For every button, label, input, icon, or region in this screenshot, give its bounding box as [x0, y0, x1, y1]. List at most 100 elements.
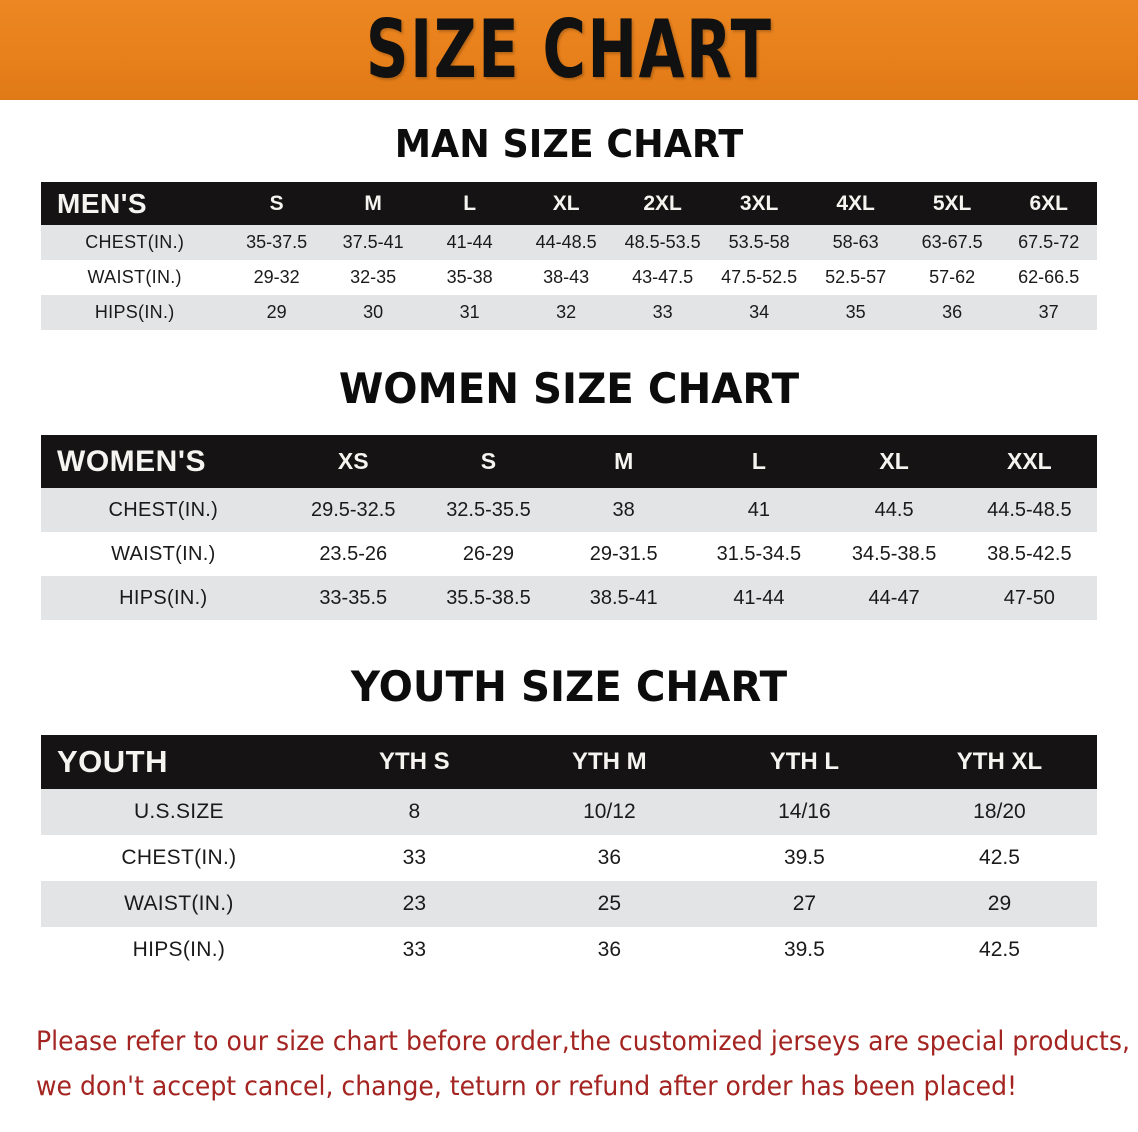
youth-cell: 42.5 [901, 927, 1097, 973]
men-column-header: 2XL [614, 182, 711, 225]
men-column-header: L [421, 182, 518, 225]
youth-cell: 8 [316, 789, 512, 835]
women-cell: 44.5 [826, 488, 962, 532]
women-cell: 29-31.5 [556, 532, 692, 576]
men-cell: 35-37.5 [228, 225, 325, 260]
women-cell: 41 [691, 488, 827, 532]
page-title: SIZE CHART [365, 3, 773, 97]
women-column-header: XS [285, 435, 421, 488]
women-cell: 44-47 [826, 576, 962, 620]
men-column-header: 4XL [807, 182, 904, 225]
women-size-table: WOMEN'S XS S M L XL XXL CHEST(IN.) 29.5-32.5 32.… [41, 435, 1097, 620]
youth-section-title: YOUTH SIZE CHART [350, 662, 788, 711]
men-cell: 44-48.5 [517, 225, 615, 260]
women-column-header: XL [826, 435, 962, 488]
women-cell: 32.5-35.5 [420, 488, 557, 532]
men-cell: 41-44 [421, 225, 518, 260]
youth-size-table: YOUTH YTH S YTH M YTH L YTH XL U.S.SIZE 8 10/1… [41, 735, 1097, 973]
women-column-header: M [556, 435, 692, 488]
youth-cell: 39.5 [706, 927, 902, 973]
youth-row-label: U.S.SIZE [41, 789, 317, 835]
women-column-header: XXL [961, 435, 1097, 488]
table-row: CHEST(IN.) 29.5-32.5 32.5-35.5 38 41 44.5 44.5… [41, 488, 1097, 532]
men-row-label: HIPS(IN.) [41, 295, 229, 330]
youth-column-header: YTH XL [901, 735, 1097, 789]
men-cell: 29-32 [228, 260, 325, 295]
women-row-label: WAIST(IN.) [41, 532, 286, 576]
men-cell: 36 [903, 295, 1001, 330]
women-cell: 38.5-42.5 [961, 532, 1097, 576]
men-column-header: XL [517, 182, 615, 225]
youth-cell: 18/20 [901, 789, 1097, 835]
youth-cell: 33 [316, 927, 512, 973]
man-section-title: MAN SIZE CHART [394, 122, 744, 166]
men-cell: 48.5-53.5 [614, 225, 711, 260]
women-cell: 26-29 [420, 532, 557, 576]
youth-header-row: YOUTH YTH S YTH M YTH L YTH XL [41, 735, 1097, 789]
men-table-body: CHEST(IN.) 35-37.5 37.5-41 41-44 44-48.5 48.5… [41, 225, 1097, 330]
youth-cell: 25 [511, 881, 707, 927]
women-cell: 23.5-26 [285, 532, 421, 576]
table-row: WAIST(IN.) 23.5-26 26-29 29-31.5 31.5-34.5 34… [41, 532, 1097, 576]
men-cell: 31 [421, 295, 518, 330]
men-cell: 52.5-57 [807, 260, 904, 295]
youth-column-header: YTH L [706, 735, 902, 789]
women-row-label: CHEST(IN.) [41, 488, 286, 532]
table-row: U.S.SIZE 8 10/12 14/16 18/20 [41, 789, 1097, 835]
men-table-header: MEN'S S M L XL 2XL 3XL 4XL 5XL 6XL [41, 182, 1097, 225]
women-cell: 41-44 [691, 576, 827, 620]
youth-cell: 27 [706, 881, 902, 927]
women-cell: 44.5-48.5 [961, 488, 1097, 532]
women-cell: 35.5-38.5 [420, 576, 557, 620]
women-cell: 29.5-32.5 [285, 488, 421, 532]
youth-cell: 23 [316, 881, 512, 927]
men-column-header: S [228, 182, 325, 225]
women-cell: 38.5-41 [556, 576, 692, 620]
men-cell: 63-67.5 [903, 225, 1001, 260]
disclaimer-line-1: Please refer to our size chart before or… [36, 1026, 1130, 1057]
women-corner-label: WOMEN'S [41, 435, 286, 488]
men-cell: 62-66.5 [1000, 260, 1097, 295]
women-header-row: WOMEN'S XS S M L XL XXL [41, 435, 1097, 488]
men-column-header: M [324, 182, 422, 225]
men-cell: 35-38 [421, 260, 518, 295]
women-section-title: WOMEN SIZE CHART [338, 364, 800, 413]
men-corner-label: MEN'S [41, 182, 229, 225]
women-table-header: WOMEN'S XS S M L XL XXL [41, 435, 1097, 488]
men-column-header: 3XL [710, 182, 808, 225]
men-cell: 35 [807, 295, 904, 330]
women-column-header: S [420, 435, 557, 488]
men-column-header: 5XL [903, 182, 1001, 225]
men-size-table: MEN'S S M L XL 2XL 3XL 4XL 5XL 6XL CHEST(IN.) 35-3… [41, 182, 1097, 330]
page-banner: SIZE CHART [0, 0, 1138, 100]
table-row: HIPS(IN.) 33-35.5 35.5-38.5 38.5-41 41-44 44-… [41, 576, 1097, 620]
men-row-label: CHEST(IN.) [41, 225, 229, 260]
table-row: WAIST(IN.) 23 25 27 29 [41, 881, 1097, 927]
men-cell: 30 [324, 295, 422, 330]
youth-column-header: YTH M [511, 735, 707, 789]
men-cell: 67.5-72 [1000, 225, 1097, 260]
youth-cell: 10/12 [511, 789, 707, 835]
men-cell: 53.5-58 [710, 225, 808, 260]
women-table-body: CHEST(IN.) 29.5-32.5 32.5-35.5 38 41 44.5 44.5… [41, 488, 1097, 620]
men-cell: 29 [228, 295, 325, 330]
table-row: HIPS(IN.) 33 36 39.5 42.5 [41, 927, 1097, 973]
men-cell: 34 [710, 295, 808, 330]
men-header-row: MEN'S S M L XL 2XL 3XL 4XL 5XL 6XL [41, 182, 1097, 225]
youth-cell: 42.5 [901, 835, 1097, 881]
men-cell: 37 [1000, 295, 1097, 330]
women-cell: 47-50 [961, 576, 1097, 620]
women-column-header: L [691, 435, 827, 488]
women-row-label: HIPS(IN.) [41, 576, 286, 620]
youth-cell: 33 [316, 835, 512, 881]
men-cell: 47.5-52.5 [710, 260, 808, 295]
youth-cell: 29 [901, 881, 1097, 927]
youth-cell: 36 [511, 927, 707, 973]
men-cell: 33 [614, 295, 711, 330]
disclaimer-line-2: we don't accept cancel, change, teturn o… [36, 1071, 1018, 1102]
women-cell: 38 [556, 488, 692, 532]
table-row: WAIST(IN.) 29-32 32-35 35-38 38-43 43-47.5 47.… [41, 260, 1097, 295]
men-cell: 32-35 [324, 260, 422, 295]
women-cell: 33-35.5 [285, 576, 421, 620]
youth-cell: 14/16 [706, 789, 902, 835]
